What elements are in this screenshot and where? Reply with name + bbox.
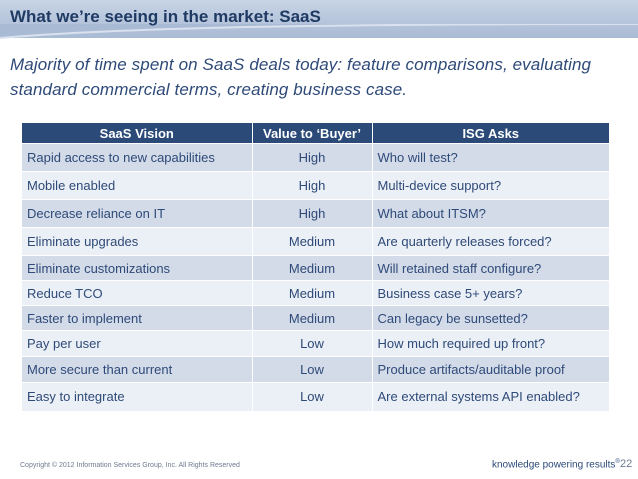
copyright-notice: Copyright © 2012 Information Services Gr… [20,462,240,469]
header-value-to-buyer: Value to ‘Buyer’ [252,123,373,144]
cell-value: High [252,143,373,172]
table-header-row: SaaS Vision Value to ‘Buyer’ ISG Asks [22,123,609,144]
cell-vision: Pay per user [22,330,253,357]
saas-table: SaaS Vision Value to ‘Buyer’ ISG Asks Ra… [22,123,609,411]
cell-value: Medium [252,255,373,281]
table-row: Eliminate customizations Medium Will ret… [22,255,609,281]
cell-ask: Produce artifacts/auditable proof [372,356,609,383]
slide-subtitle: Majority of time spent on SaaS deals tod… [10,55,592,99]
cell-ask: Who will test? [372,143,609,172]
table-row: Rapid access to new capabilities High Wh… [22,143,609,172]
cell-value: Medium [252,305,373,331]
table-row: Reduce TCO Medium Business case 5+ years… [22,280,609,306]
cell-ask: Are external systems API enabled? [372,382,609,411]
cell-vision: Eliminate upgrades [22,227,253,256]
cell-vision: Faster to implement [22,305,253,331]
table-row: Easy to integrate Low Are external syste… [22,382,609,411]
cell-value: Low [252,382,373,411]
cell-value: High [252,171,373,200]
cell-vision: Mobile enabled [22,171,253,200]
table-row: Faster to implement Medium Can legacy be… [22,305,609,331]
cell-ask: Business case 5+ years? [372,280,609,306]
cell-ask: How much required up front? [372,330,609,357]
cell-ask: Multi-device support? [372,171,609,200]
header-saas-vision: SaaS Vision [22,123,253,144]
tagline-text: knowledge powering results [492,459,616,471]
cell-ask: Will retained staff configure? [372,255,609,281]
cell-ask: Are quarterly releases forced? [372,227,609,256]
cell-value: Medium [252,280,373,306]
cell-value: Low [252,330,373,357]
trademark-mark: ® [615,459,620,465]
cell-value: Medium [252,227,373,256]
table-row: Mobile enabled High Multi-device support… [22,171,609,200]
table-row: Decrease reliance on IT High What about … [22,199,609,228]
cell-vision: Eliminate customizations [22,255,253,281]
header-isg-asks: ISG Asks [372,123,609,144]
cell-value: High [252,199,373,228]
cell-vision: Decrease reliance on IT [22,199,253,228]
table-row: Pay per user Low How much required up fr… [22,330,609,357]
cell-vision: Easy to integrate [22,382,253,411]
cell-ask: Can legacy be sunsetted? [372,305,609,331]
page-number: 22 [620,458,633,470]
title-swoosh [0,24,638,39]
cell-vision: Reduce TCO [22,280,253,306]
cell-value: Low [252,356,373,383]
company-tagline: knowledge powering results® [492,459,620,470]
cell-vision: More secure than current [22,356,253,383]
table-row: Eliminate upgrades Medium Are quarterly … [22,227,609,256]
slide-title: What we’re seeing in the market: SaaS [10,7,321,26]
cell-vision: Rapid access to new capabilities [22,143,253,172]
table-row: More secure than current Low Produce art… [22,356,609,383]
cell-ask: What about ITSM? [372,199,609,228]
